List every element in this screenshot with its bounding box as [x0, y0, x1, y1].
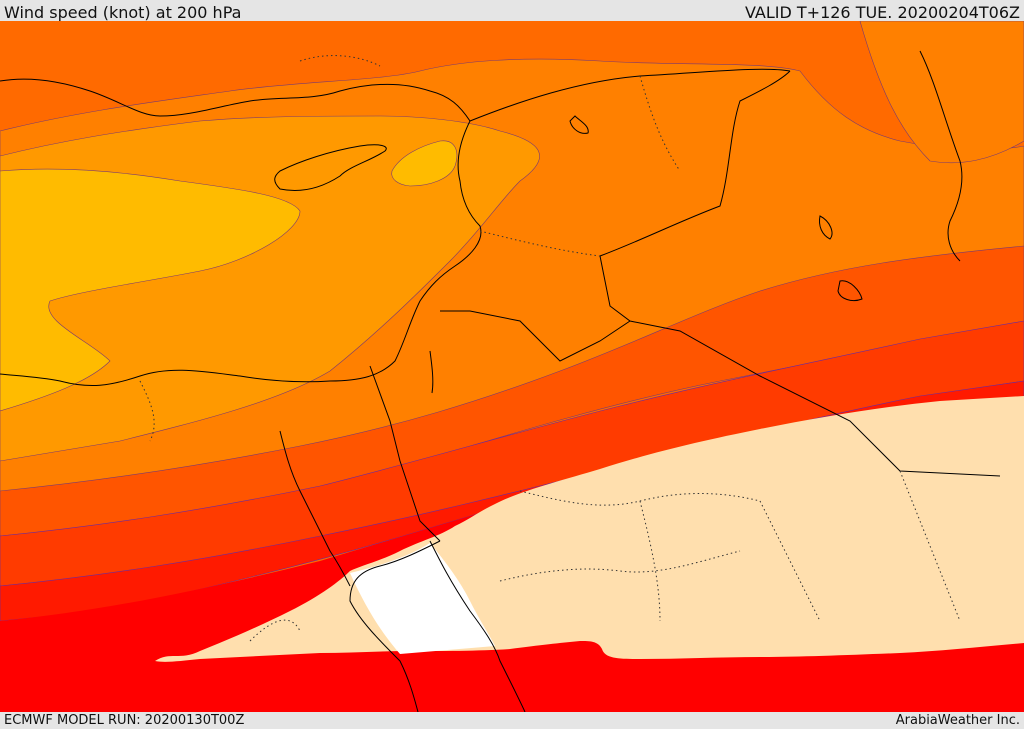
header-bar: Wind speed (knot) at 200 hPa VALID T+126… [0, 0, 1024, 22]
credit-label: ArabiaWeather Inc. [895, 713, 1020, 728]
dotted-boundaries [139, 55, 961, 642]
band-white [350, 543, 495, 654]
model-run-label: ECMWF MODEL RUN: 20200130T00Z [4, 713, 245, 728]
footer-bar: ECMWF MODEL RUN: 20200130T00Z ArabiaWeat… [0, 712, 1024, 729]
coastlines [0, 50, 1001, 712]
band-yellow [0, 168, 301, 412]
valid-time: VALID T+126 TUE. 20200204T06Z [744, 3, 1020, 22]
band-ne-orange [859, 21, 1024, 164]
wind-speed-map [0, 21, 1024, 712]
map-canvas [0, 21, 1024, 712]
map-title: Wind speed (knot) at 200 hPa [4, 3, 242, 22]
band-yellow-blob [391, 140, 458, 187]
